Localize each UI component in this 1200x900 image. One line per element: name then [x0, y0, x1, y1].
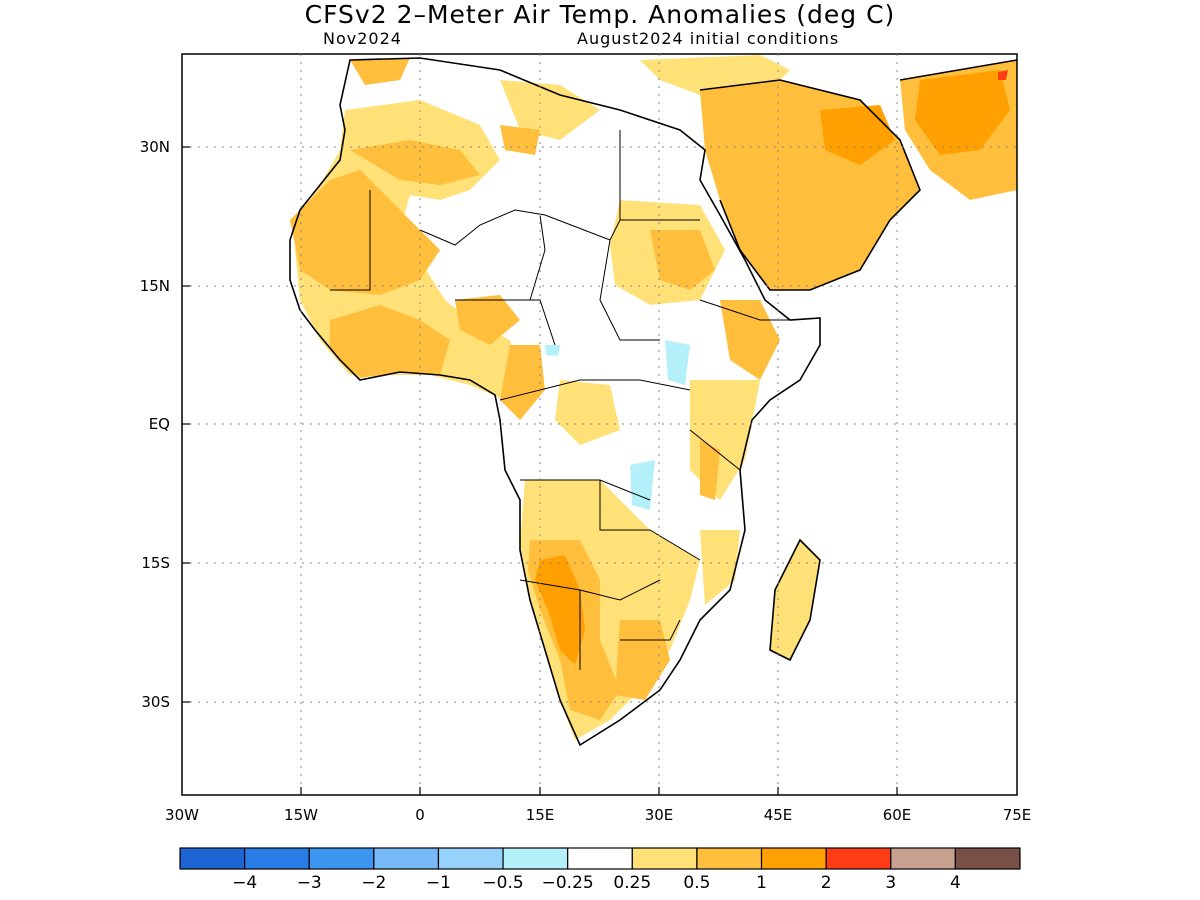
color-bar-swatch	[244, 847, 310, 870]
color-bar-swatch	[760, 847, 827, 870]
tick-marks	[182, 146, 898, 795]
x-tick-label: 75E	[1003, 806, 1032, 824]
anomaly-0.5-1	[290, 58, 1017, 720]
coastlines	[289, 57, 1017, 747]
color-bar: −4 −3 −2 −1 −0.5 −0.25 0.25 0.5 1 2 3 4	[179, 847, 1021, 893]
y-axis-labels: 30N 15N EQ 15S 30S	[140, 138, 170, 711]
map-content	[289, 55, 1017, 747]
x-tick-label: 15E	[526, 806, 555, 824]
color-bar-label: 2	[821, 873, 832, 893]
color-bar-swatch	[308, 847, 375, 870]
color-bar-swatch	[890, 847, 956, 870]
x-axis-labels: 30W 15W 0 15E 30E 45E 60E 75E	[165, 806, 1031, 824]
color-bar-label: 4	[950, 873, 961, 893]
color-bar-swatch	[567, 847, 633, 870]
x-tick-label: 60E	[883, 806, 912, 824]
color-bar-swatch	[502, 847, 569, 870]
forecast-month: Nov2024	[323, 29, 402, 48]
anomaly-1-2	[535, 70, 1010, 665]
color-bar-swatch	[696, 847, 763, 870]
color-bar-label: −4	[232, 873, 257, 893]
x-tick-label: 15W	[284, 806, 318, 824]
map-title: CFSv2 2–Meter Air Temp. Anomalies (deg C…	[304, 0, 896, 29]
y-tick-label: 15S	[141, 554, 170, 572]
color-bar-swatch	[437, 847, 504, 870]
color-bar-label: −3	[297, 873, 322, 893]
anomaly-neg-0.25	[545, 340, 690, 510]
color-bar-label: −1	[426, 873, 451, 893]
color-bar-swatch	[373, 847, 440, 870]
x-tick-label: 30E	[645, 806, 674, 824]
color-bar-label: −0.25	[542, 873, 594, 893]
color-bar-label: 1	[756, 873, 767, 893]
color-bar-label: −0.5	[482, 873, 523, 893]
color-bar-swatch	[631, 847, 698, 870]
graticule	[182, 54, 1017, 795]
y-tick-label: EQ	[149, 415, 170, 433]
initial-conditions: August2024 initial conditions	[577, 29, 840, 48]
color-bar-swatch	[179, 847, 246, 870]
y-tick-label: 30N	[140, 138, 170, 156]
x-tick-label: 45E	[764, 806, 793, 824]
anomaly-2-3	[998, 70, 1008, 80]
color-bar-label: −2	[361, 873, 386, 893]
x-tick-label: 30W	[165, 806, 199, 824]
color-bar-label: 0.5	[683, 873, 710, 893]
y-tick-label: 30S	[141, 693, 170, 711]
color-bar-swatch	[954, 847, 1021, 870]
color-bar-label: 0.25	[613, 873, 651, 893]
y-tick-label: 15N	[140, 277, 170, 295]
x-tick-label: 0	[415, 806, 425, 824]
color-bar-swatch	[825, 847, 892, 870]
color-bar-label: 3	[885, 873, 896, 893]
